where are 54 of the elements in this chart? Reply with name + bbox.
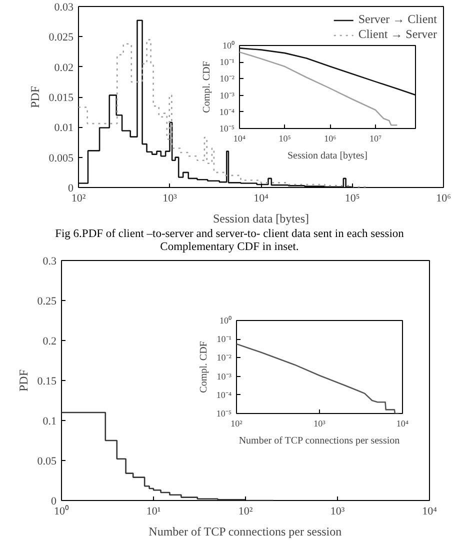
y-tick-label: 0.2: [42, 336, 56, 348]
x-tick-label: 10⁴: [422, 506, 438, 518]
x-tick-label: 10⁴: [254, 192, 269, 204]
x-tick-label: 10²: [71, 192, 86, 204]
y-tick-label: 0: [68, 182, 74, 194]
y-tick-label: 0.05: [37, 456, 57, 468]
x-tick-label: 10²: [230, 418, 243, 428]
y-tick-label: 10⁻³: [220, 90, 235, 100]
y-tick-label: 0.25: [37, 296, 57, 308]
y-tick-label: 10⁻¹: [216, 334, 232, 344]
y-axis-title: PDF: [28, 86, 42, 108]
x-tick-label: 10⁶: [436, 192, 452, 204]
x-tick-label: 10¹: [146, 506, 161, 518]
y-tick-label: 10⁻⁴: [219, 106, 235, 117]
y-tick-label: 0.02: [54, 62, 74, 74]
y-tick-label: 0.03: [54, 2, 74, 14]
y-tick-label: 10⁻⁵: [219, 124, 235, 134]
y-tick-label: 10⁻²: [220, 74, 235, 84]
y-tick-label: 0.1: [42, 416, 56, 428]
y-tick-label: 10⁻²: [216, 352, 232, 363]
y-axis-title: Compl. CDF: [201, 60, 212, 113]
y-tick-label: 0.005: [48, 152, 74, 164]
x-tick-label: 10⁷: [369, 134, 382, 144]
x-tick-label: 10⁴: [233, 134, 246, 144]
x-tick-label: 10⁴: [396, 418, 409, 428]
x-tick-label: 10⁶: [324, 134, 336, 144]
x-axis-title: Session data [bytes]: [213, 212, 309, 226]
y-axis-title: Compl. CDF: [198, 340, 210, 393]
y-tick-label: 0.015: [48, 92, 74, 104]
y-tick-label: 10⁰: [220, 316, 232, 326]
y-tick-label: 0: [51, 496, 57, 508]
y-tick-label: 10⁻¹: [220, 57, 235, 68]
y-tick-label: 0.01: [54, 122, 74, 134]
caption: Fig 6.PDF of client –to-server and server-to- client data sent in each session: [54, 228, 405, 241]
legend-label: Client → Server: [358, 27, 437, 42]
legend-label: Server → Client: [358, 12, 437, 27]
y-tick-label: 10⁰: [222, 40, 234, 50]
y-tick-label: 0.025: [48, 32, 74, 44]
x-tick-label: 10⁵: [278, 134, 291, 144]
y-tick-label: 0.3: [42, 256, 57, 268]
x-axis-title: Number of TCP connections per session: [238, 436, 400, 446]
y-tick-label: 10⁻⁴: [216, 390, 232, 400]
x-tick-label: 10³: [330, 506, 346, 518]
x-axis-title: Session data [bytes]: [288, 150, 368, 162]
y-axis-title: PDF: [16, 369, 30, 392]
y-tick-label: 0.15: [37, 376, 57, 388]
x-tick-label: 10⁵: [344, 192, 360, 204]
x-axis-title: Number of TCP connections per session: [148, 524, 342, 538]
text: Complementary CDF in inset.: [159, 241, 300, 254]
y-tick-label: 10⁻⁵: [216, 408, 232, 418]
x-tick-label: 10³: [314, 418, 326, 428]
x-tick-label: 10²: [238, 506, 254, 518]
y-tick-label: 10⁻³: [216, 371, 232, 382]
x-tick-label: 10³: [162, 192, 178, 204]
